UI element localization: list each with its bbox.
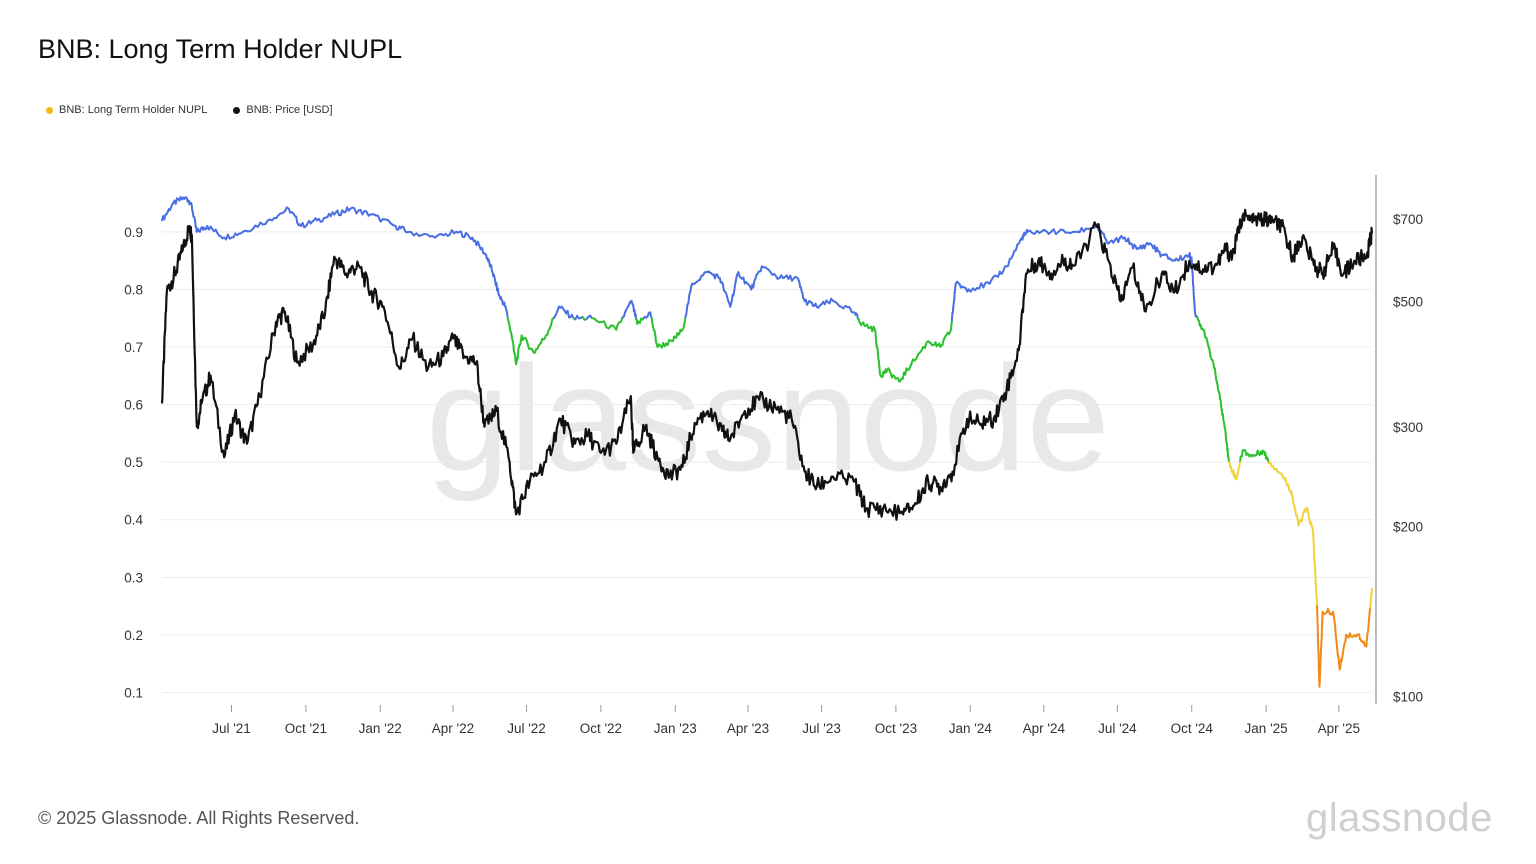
y-right-tick-label: $200	[1393, 519, 1423, 534]
x-tick-label: Oct '21	[285, 721, 327, 736]
nupl-line-segment	[1218, 391, 1222, 400]
nupl-line-segment	[1208, 348, 1212, 358]
nupl-line-segment	[1336, 647, 1339, 656]
nupl-line-segment	[295, 215, 299, 224]
x-tick-label: Oct '23	[875, 721, 917, 736]
legend-label-price: BNB: Price [USD]	[246, 104, 333, 116]
nupl-line-segment	[1370, 587, 1373, 596]
y-left-tick-label: 0.8	[124, 282, 143, 297]
nupl-line-segment	[1219, 399, 1223, 408]
nupl-line-segment	[654, 334, 658, 343]
y-left-tick-label: 0.6	[124, 398, 143, 413]
legend: BNB: Long Term Holder NUPL BNB: Price [U…	[46, 104, 333, 116]
nupl-line-segment	[1367, 616, 1371, 626]
y-left-tick-label: 0.4	[124, 513, 143, 528]
nupl-line-segment	[1203, 329, 1207, 339]
x-tick-label: Apr '23	[727, 721, 769, 736]
nupl-line-segment	[874, 330, 878, 343]
y-left-tick-label: 0.7	[124, 340, 143, 355]
x-tick-label: Jul '22	[507, 721, 546, 736]
y-right-tick-label: $700	[1393, 212, 1423, 227]
nupl-line-segment	[1337, 655, 1341, 665]
x-tick-label: Jan '23	[654, 721, 697, 736]
y-right-tick-label: $300	[1393, 420, 1423, 435]
nupl-line-segment	[1368, 610, 1371, 619]
legend-dot-nupl	[46, 106, 53, 114]
x-tick-label: Oct '22	[580, 721, 622, 736]
y-left-tick-label: 0.3	[124, 570, 143, 585]
nupl-line-segment	[685, 303, 689, 315]
nupl-line-segment	[752, 279, 756, 289]
x-tick-label: Jan '24	[949, 721, 993, 736]
price-line	[160, 208, 1374, 521]
x-tick-label: Jul '21	[212, 721, 251, 736]
x-tick-label: Jan '25	[1245, 721, 1288, 736]
y-left-tick-label: 0.1	[124, 685, 143, 700]
x-tick-label: Apr '22	[432, 721, 474, 736]
nupl-line-segment	[1291, 495, 1295, 505]
nupl-line-segment	[877, 360, 881, 369]
nupl-line-segment	[1334, 625, 1337, 637]
y-right-tick-label: $500	[1393, 294, 1423, 309]
x-tick-label: Apr '24	[1023, 721, 1066, 736]
copyright-text: © 2025 Glassnode. All Rights Reserved.	[38, 808, 360, 828]
nupl-line-segment	[721, 283, 725, 292]
x-tick-label: Jan '22	[359, 721, 402, 736]
chart-title: BNB: Long Term Holder NUPL	[38, 34, 403, 64]
nupl-line-segment	[1335, 639, 1339, 650]
nupl-line-segment	[1365, 638, 1368, 648]
y-left-tick-label: 0.5	[124, 455, 143, 470]
nupl-line-segment	[687, 293, 691, 305]
x-tick-label: Oct '24	[1171, 721, 1214, 736]
x-tick-label: Jul '24	[1098, 721, 1137, 736]
legend-label-nupl: BNB: Long Term Holder NUPL	[59, 104, 208, 116]
nupl-line-segment	[566, 309, 571, 319]
y-left-tick-label: 0.9	[124, 225, 143, 240]
legend-dot-price	[233, 106, 241, 114]
x-tick-label: Apr '25	[1318, 721, 1360, 736]
nupl-line-segment	[1369, 599, 1372, 609]
x-tick-label: Jul '23	[802, 721, 841, 736]
y-right-tick-label: $100	[1393, 690, 1423, 705]
nupl-line-segment	[878, 366, 881, 375]
nupl-line-segment	[516, 348, 520, 360]
legend-item-nupl[interactable]: BNB: Long Term Holder NUPL	[46, 104, 207, 116]
nupl-line-segment	[876, 348, 880, 360]
y-left-tick-label: 0.2	[124, 628, 143, 643]
legend-item-price[interactable]: BNB: Price [USD]	[233, 104, 333, 116]
nupl-line-segment	[1007, 258, 1011, 267]
watermark: glassnode	[426, 334, 1110, 502]
nupl-line-segment	[603, 320, 608, 329]
nupl-line-segment	[1367, 623, 1370, 633]
nupl-line-segment	[1221, 413, 1225, 422]
glassnode-logo: glassnode	[1306, 796, 1493, 840]
nupl-line-segment	[683, 316, 687, 325]
